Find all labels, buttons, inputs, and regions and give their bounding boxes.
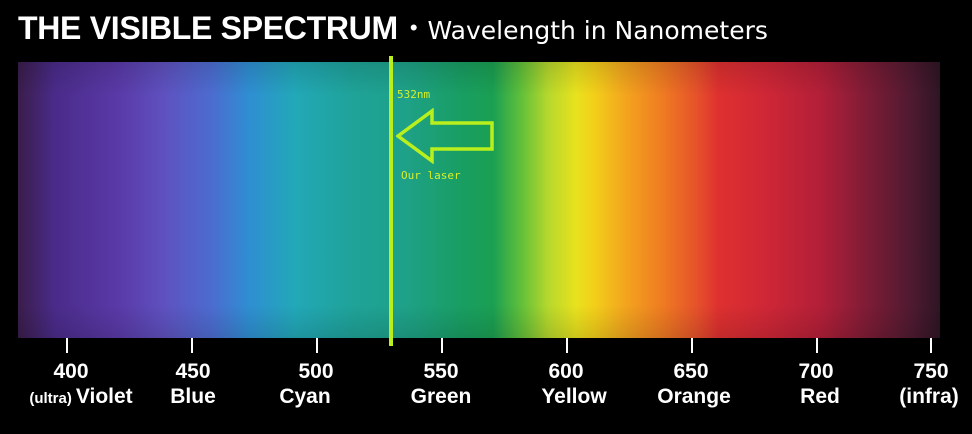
laser-wavelength-label: 532nm [397, 88, 431, 101]
title-separator: • [409, 15, 418, 40]
laser-marker-line [389, 56, 393, 346]
axis-tick [930, 338, 932, 353]
axis-tick [816, 338, 818, 353]
color-name-orange: Orange [657, 385, 731, 408]
axis-tick [441, 338, 443, 353]
header-title: THE VISIBLE SPECTRUM • Wavelength in Nanom… [18, 6, 768, 57]
tick-label-550: 550 [423, 360, 459, 383]
violet-label: Violet [75, 385, 133, 408]
page-title: THE VISIBLE SPECTRUM [18, 10, 398, 46]
laser-caption: Our laser [401, 169, 461, 182]
spectrum-band [18, 62, 940, 338]
color-name-cyan: Cyan [279, 385, 331, 408]
tick-label-650: 650 [673, 360, 709, 383]
color-name-infra: (infra) [899, 385, 959, 408]
tick-label-450: 450 [175, 360, 211, 383]
axis-tick [191, 338, 193, 353]
axis-tick [66, 338, 68, 353]
left-arrow-icon [396, 108, 494, 164]
tick-label-600: 600 [548, 360, 584, 383]
ultra-prefix: (ultra) [29, 390, 72, 407]
color-name-green: Green [410, 385, 472, 408]
color-name-yellow: Yellow [541, 385, 607, 408]
tick-label-700: 700 [798, 360, 834, 383]
wavelength-axis: 400 450 500 550 600 650 700 750 (ultra) V… [0, 338, 972, 434]
axis-tick [316, 338, 318, 353]
color-name-blue: Blue [170, 385, 216, 408]
page-subtitle: Wavelength in Nanometers [427, 16, 768, 45]
tick-label-500: 500 [298, 360, 334, 383]
axis-tick [691, 338, 693, 353]
color-name-violet: (ultra) Violet [29, 385, 132, 409]
color-name-red: Red [800, 385, 840, 408]
tick-label-750: 750 [913, 360, 949, 383]
axis-tick [566, 338, 568, 353]
tick-label-400: 400 [53, 360, 89, 383]
